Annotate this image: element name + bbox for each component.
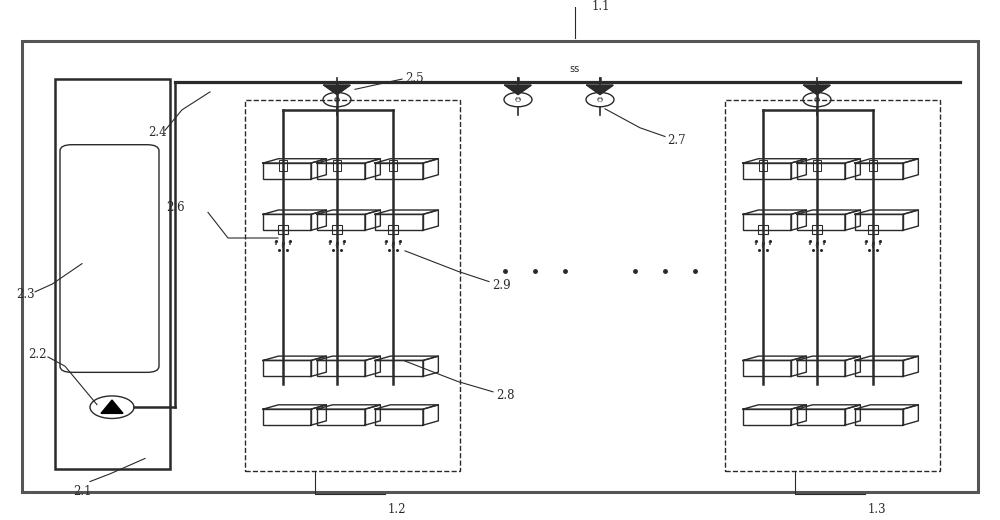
Bar	[245, 100, 460, 471]
Text: 2.2: 2.2	[28, 348, 46, 361]
Bar	[797, 163, 845, 179]
Polygon shape	[324, 85, 350, 95]
Bar	[797, 409, 845, 425]
Bar	[317, 163, 365, 179]
Bar	[855, 409, 903, 425]
Bar	[278, 225, 288, 235]
Bar	[743, 163, 791, 179]
Bar	[812, 225, 822, 235]
Bar	[375, 360, 423, 376]
Bar	[797, 214, 845, 230]
Text: 2.9: 2.9	[492, 279, 511, 292]
Polygon shape	[505, 85, 531, 95]
Bar	[317, 360, 365, 376]
Text: Θ: Θ	[515, 96, 521, 103]
Text: 2.1: 2.1	[73, 485, 91, 498]
Bar	[743, 360, 791, 376]
Text: 1.1: 1.1	[592, 0, 610, 13]
Bar	[375, 409, 423, 425]
Text: Θ: Θ	[597, 96, 603, 103]
Bar	[725, 100, 940, 471]
Bar	[263, 163, 311, 179]
Text: 2.6: 2.6	[166, 201, 185, 214]
Bar	[22, 41, 978, 492]
Text: 2.8: 2.8	[496, 389, 514, 402]
Bar	[855, 360, 903, 376]
Bar	[375, 214, 423, 230]
Text: 1.2: 1.2	[388, 503, 406, 516]
Text: 1.3: 1.3	[868, 503, 887, 516]
Text: 2.4: 2.4	[148, 126, 167, 139]
Bar	[797, 360, 845, 376]
Text: Θ: Θ	[814, 96, 820, 103]
Bar	[759, 160, 767, 172]
Bar	[855, 214, 903, 230]
Bar	[317, 214, 365, 230]
Text: ss: ss	[570, 64, 580, 74]
Bar	[855, 163, 903, 179]
Bar	[743, 214, 791, 230]
Bar	[375, 163, 423, 179]
Polygon shape	[587, 85, 613, 95]
Text: Θ: Θ	[334, 96, 340, 103]
Bar	[813, 160, 821, 172]
Bar	[332, 225, 342, 235]
Text: 2.5: 2.5	[405, 72, 424, 85]
Bar	[55, 79, 170, 469]
Bar	[263, 360, 311, 376]
Bar	[263, 409, 311, 425]
Bar	[389, 160, 397, 172]
Bar	[758, 225, 768, 235]
Bar	[333, 160, 341, 172]
Polygon shape	[101, 400, 123, 413]
Bar	[869, 160, 877, 172]
Bar	[317, 409, 365, 425]
Text: 2.3: 2.3	[16, 288, 35, 301]
Bar	[743, 409, 791, 425]
Text: 2.7: 2.7	[667, 134, 686, 147]
Bar	[868, 225, 878, 235]
Bar	[263, 214, 311, 230]
Polygon shape	[804, 85, 830, 95]
Bar	[388, 225, 398, 235]
Bar	[279, 160, 287, 172]
